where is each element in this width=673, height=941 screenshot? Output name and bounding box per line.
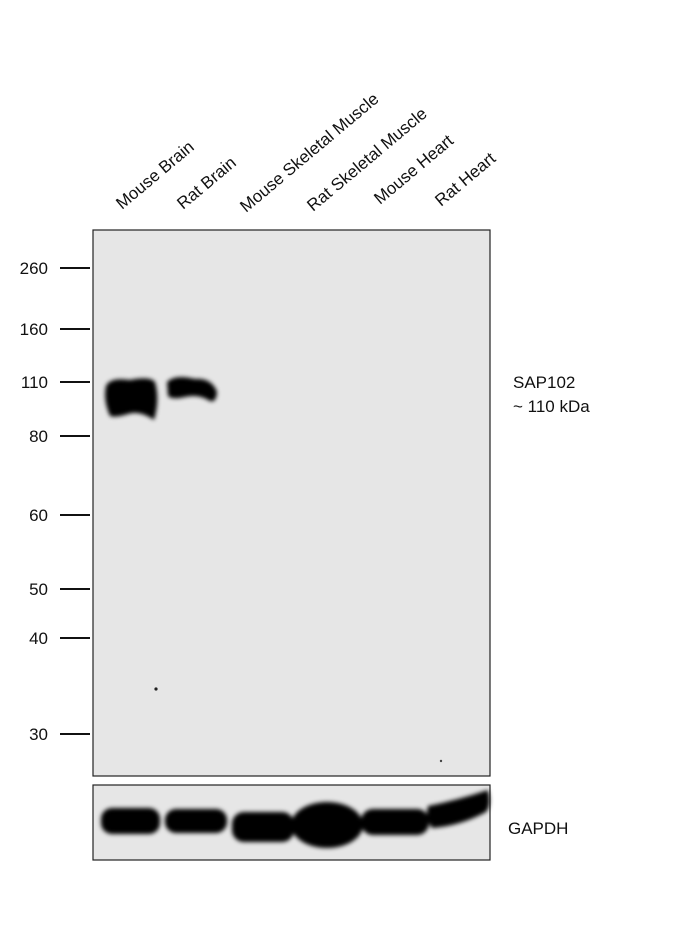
loading-control-label: GAPDH bbox=[508, 819, 568, 838]
target-label: SAP102 bbox=[513, 373, 575, 392]
blot-membrane bbox=[92, 229, 491, 777]
speck bbox=[154, 687, 158, 691]
marker-label: 110 bbox=[21, 373, 48, 392]
marker-label: 40 bbox=[29, 629, 48, 648]
gapdh-bands bbox=[101, 790, 490, 848]
marker-label: 80 bbox=[29, 427, 48, 446]
target-size: ~ 110 kDa bbox=[513, 397, 590, 416]
marker-label: 30 bbox=[29, 725, 48, 744]
molecular-weight-markers: 260 160 110 80 60 50 40 30 bbox=[20, 259, 90, 744]
speck bbox=[439, 759, 443, 763]
sap102-bands bbox=[105, 377, 217, 420]
marker-label: 60 bbox=[29, 506, 48, 525]
marker-label: 50 bbox=[29, 580, 48, 599]
marker-label: 160 bbox=[20, 320, 48, 339]
marker-label: 260 bbox=[20, 259, 48, 278]
